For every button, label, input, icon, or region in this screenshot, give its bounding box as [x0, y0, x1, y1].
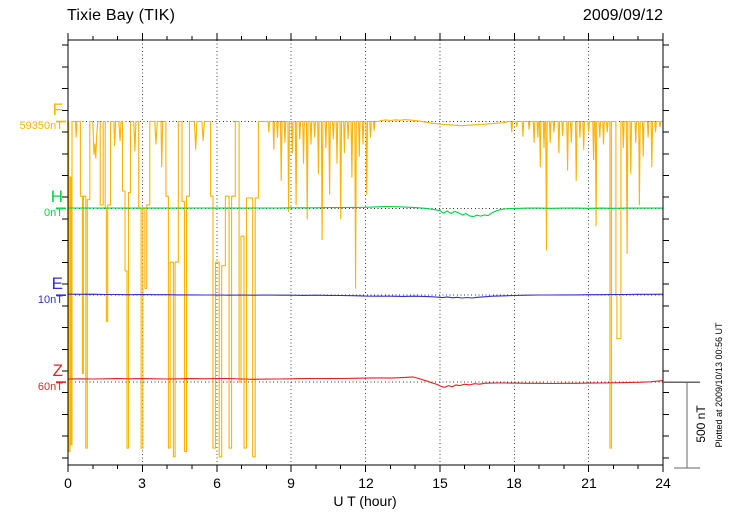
scale-bar [663, 381, 700, 469]
date-label: 2009/09/12 [582, 7, 663, 24]
series-E [67, 293, 664, 299]
series-traces [67, 119, 664, 458]
component-label-E: E 10nT [3, 275, 63, 306]
component-baseline-value-F: 59350nT [19, 120, 63, 132]
x-tick-label-21: 21 [581, 475, 597, 491]
series-Z [67, 376, 664, 388]
x-tick-label-9: 9 [287, 475, 295, 491]
component-baseline-value-H: 0nT [44, 207, 63, 219]
x-tick-label-3: 3 [138, 475, 146, 491]
baselines [56, 120, 663, 383]
x-tick-label-15: 15 [432, 475, 448, 491]
x-tick-label-24: 24 [655, 475, 671, 491]
x-tick-label-18: 18 [506, 475, 522, 491]
x-axis-title: U T (hour) [333, 493, 397, 509]
component-letter-Z: Z [52, 361, 63, 380]
component-letter-E: E [51, 274, 63, 293]
component-baseline-value-E: 10nT [37, 294, 63, 306]
component-label-Z: Z 60nT [3, 362, 63, 393]
component-label-H: H 0nT [3, 188, 63, 219]
x-tick-label-12: 12 [358, 475, 374, 491]
series-F [68, 119, 663, 458]
component-baseline-value-Z: 60nT [37, 381, 63, 393]
component-letter-H: H [50, 187, 63, 206]
scale-bar-label: 500 nT [694, 405, 708, 443]
x-tick-label-0: 0 [64, 475, 72, 491]
page-title: Tixie Bay (TIK) [67, 7, 176, 24]
series-H [67, 206, 663, 218]
gridlines [141, 40, 590, 465]
x-tick-label-6: 6 [213, 475, 221, 491]
axis-ticks [62, 33, 669, 472]
component-label-F: F 59350nT [3, 101, 63, 132]
plotted-at-note: Plotted at 2009/10/13 00:56 UT [714, 322, 724, 448]
component-letter-F: F [52, 100, 63, 119]
